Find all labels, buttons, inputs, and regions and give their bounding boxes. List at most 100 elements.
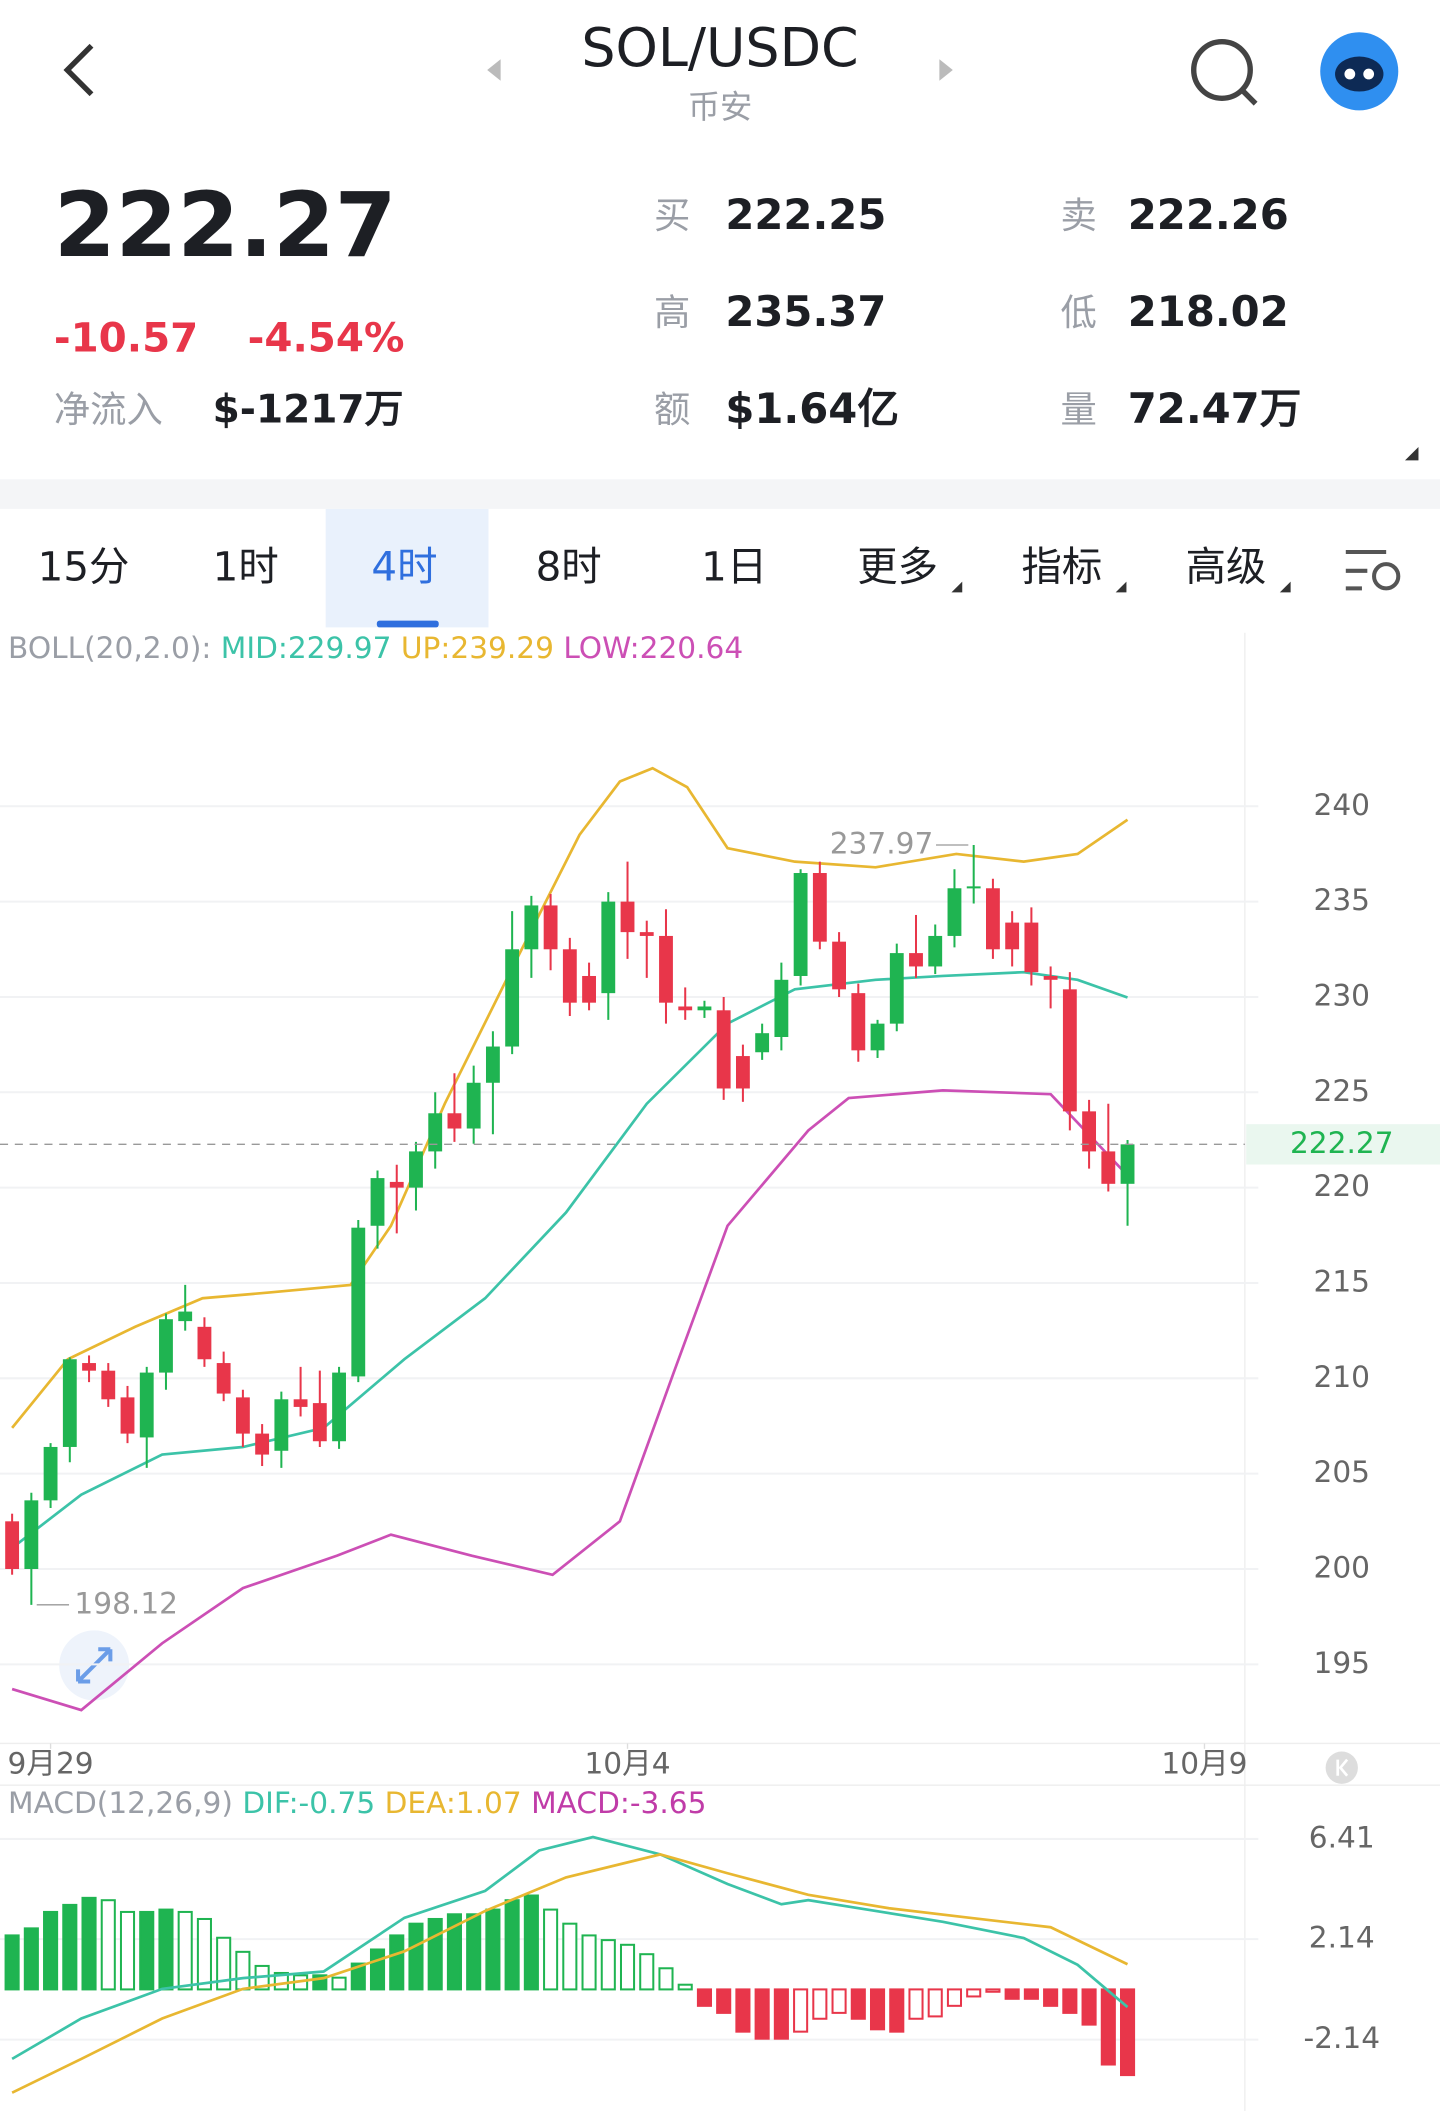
last-price-label: 222.27 xyxy=(1290,1126,1394,1160)
period-tab[interactable]: 8时 xyxy=(536,543,602,590)
period-tab[interactable]: 4时 xyxy=(371,543,437,590)
macd-bar xyxy=(600,1939,616,1991)
stat-label: 卖 xyxy=(1060,194,1096,237)
macd-bar xyxy=(23,1927,39,1991)
macd-bar xyxy=(119,1910,136,1991)
y-tick-label: 200 xyxy=(1314,1550,1371,1584)
candle-body xyxy=(197,1326,212,1360)
back-button[interactable] xyxy=(63,43,94,97)
x-tick-label: 10月4 xyxy=(584,1746,670,1780)
macd-bar xyxy=(235,1950,251,1991)
macd-bar xyxy=(1119,1988,1136,2077)
macd-bar xyxy=(466,1913,482,1991)
price-change: -10.57 xyxy=(54,315,198,362)
macd-bar xyxy=(389,1934,405,1991)
candle-body xyxy=(678,1006,693,1011)
x-tick-label: 10月9 xyxy=(1161,1746,1247,1780)
macd-bar xyxy=(735,1988,751,2033)
macd-bar xyxy=(985,1988,1001,1993)
stat-value: $1.64亿 xyxy=(725,384,899,433)
candle-body xyxy=(82,1363,96,1371)
candle-body xyxy=(101,1370,116,1400)
macd-bar xyxy=(427,1917,443,1991)
assistant-button[interactable] xyxy=(1320,32,1399,111)
avatar xyxy=(1344,68,1356,80)
candle-body xyxy=(216,1363,231,1394)
macd-bar xyxy=(216,1936,232,1991)
search-icon xyxy=(1240,88,1258,106)
chart-settings[interactable] xyxy=(1345,549,1401,591)
candle-body xyxy=(274,1399,289,1451)
scroll-latest[interactable] xyxy=(1325,1751,1358,1784)
search-button[interactable] xyxy=(1191,39,1258,106)
candle-body xyxy=(389,1181,404,1188)
stat-label: 额 xyxy=(654,388,690,431)
legend-label: BOLL(20,2.0): xyxy=(8,630,211,664)
candle-body xyxy=(428,1113,443,1152)
period-tab[interactable]: 1时 xyxy=(213,543,279,590)
stat-value: 235.37 xyxy=(725,287,886,336)
macd-bar xyxy=(1062,1988,1078,2014)
period-tab[interactable]: 更多 xyxy=(857,543,938,590)
macd-bar xyxy=(716,1988,732,2014)
candle-body xyxy=(928,935,943,967)
y-tick-label: 220 xyxy=(1314,1169,1371,1203)
candle-body xyxy=(235,1397,250,1434)
period-tab[interactable]: 15分 xyxy=(38,543,130,590)
macd-bar xyxy=(639,1953,655,1991)
candle-body xyxy=(620,901,635,933)
candle-body xyxy=(774,979,789,1037)
macd-bar xyxy=(177,1910,193,1991)
period-tab[interactable]: 1日 xyxy=(701,543,767,590)
candle-body xyxy=(351,1227,366,1377)
scroll-icon xyxy=(1336,1758,1349,1777)
period-tab[interactable]: 指标 xyxy=(1021,543,1102,590)
indicator-line xyxy=(11,1089,1129,1712)
macd-bar xyxy=(966,1988,982,1998)
macd-bar xyxy=(619,1943,636,1991)
macd-bar xyxy=(43,1910,59,1991)
candle-body xyxy=(332,1372,346,1442)
next-pair[interactable] xyxy=(939,59,953,81)
settings-icon xyxy=(1372,562,1401,591)
macd-bar xyxy=(889,1988,905,2033)
macd-bar xyxy=(869,1988,886,2031)
y-tick-label: 2.14 xyxy=(1309,1921,1375,1955)
macd-bar xyxy=(62,1903,78,1991)
candle-body xyxy=(909,953,923,967)
macd-bar xyxy=(504,1899,520,1991)
candle-body xyxy=(755,1033,770,1053)
y-tick-label: 225 xyxy=(1314,1074,1371,1108)
candle-body xyxy=(966,886,981,889)
candle-body xyxy=(1043,975,1058,980)
macd-bar xyxy=(446,1913,462,1991)
tab-dropdown xyxy=(1115,581,1127,593)
candle-body xyxy=(947,888,962,936)
netflow: $-1217万 xyxy=(213,387,404,432)
macd-bar xyxy=(139,1910,155,1991)
expand-triangle[interactable] xyxy=(1405,446,1419,461)
candle-body xyxy=(447,1113,462,1129)
candle-body xyxy=(5,1521,20,1569)
macd-bar xyxy=(1023,1988,1039,2000)
candle-body xyxy=(1062,989,1077,1112)
indicator-line xyxy=(11,766,1129,1429)
y-tick-label: 235 xyxy=(1314,883,1371,917)
candle-body xyxy=(159,1319,173,1373)
macd-bar xyxy=(1043,1988,1059,2007)
period-tab[interactable]: 高级 xyxy=(1186,543,1267,590)
macd-bar xyxy=(4,1934,20,1991)
macd-bar xyxy=(485,1908,501,1991)
macd-bar xyxy=(562,1922,578,1991)
candle-body xyxy=(870,1023,885,1051)
macd-bar xyxy=(927,1988,943,2018)
fullscreen-button[interactable] xyxy=(59,1630,130,1701)
prev-pair[interactable] xyxy=(487,59,501,81)
candle-body xyxy=(1082,1111,1097,1152)
candle-body xyxy=(1101,1151,1116,1184)
y-tick-label: 215 xyxy=(1314,1264,1371,1298)
exchange: 币安 xyxy=(688,88,753,126)
avatar xyxy=(1363,68,1375,80)
